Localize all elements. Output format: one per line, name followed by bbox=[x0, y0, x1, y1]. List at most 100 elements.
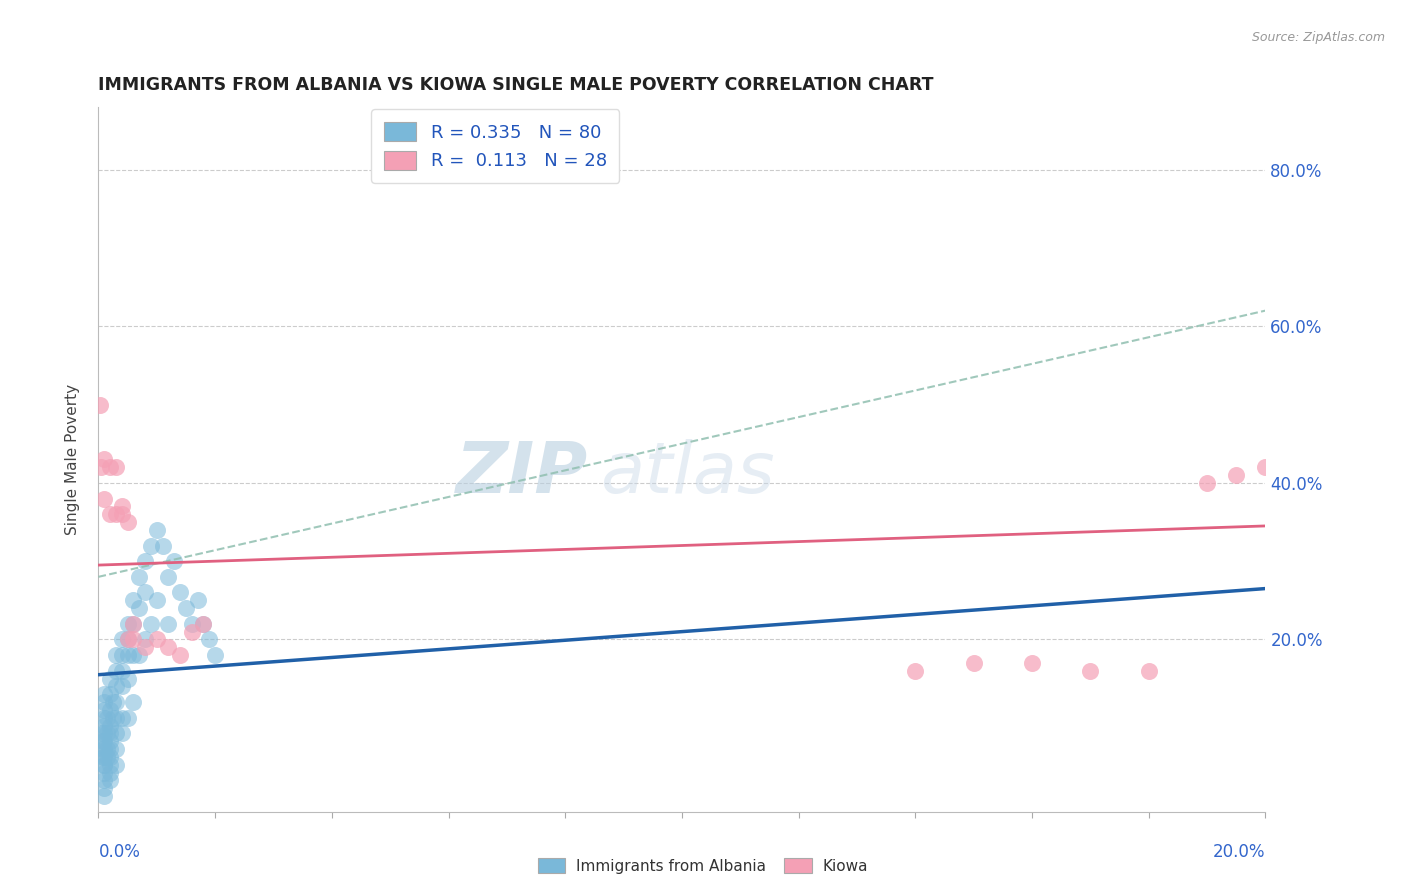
Point bbox=[134, 585, 156, 599]
Point bbox=[139, 539, 162, 553]
Point bbox=[93, 687, 115, 701]
Point bbox=[93, 695, 115, 709]
Point bbox=[98, 750, 121, 764]
Point bbox=[1254, 460, 1277, 475]
Point bbox=[146, 523, 169, 537]
Point bbox=[96, 750, 118, 764]
Text: Source: ZipAtlas.com: Source: ZipAtlas.com bbox=[1251, 31, 1385, 45]
Point bbox=[98, 765, 121, 780]
Point bbox=[91, 734, 114, 748]
Point bbox=[122, 632, 145, 647]
Point bbox=[104, 648, 127, 662]
Point bbox=[198, 632, 221, 647]
Point bbox=[93, 734, 115, 748]
Point bbox=[163, 554, 186, 568]
Point bbox=[104, 757, 127, 772]
Point bbox=[93, 711, 115, 725]
Point bbox=[90, 726, 112, 740]
Point bbox=[117, 711, 139, 725]
Point bbox=[111, 500, 134, 514]
Point bbox=[1225, 468, 1247, 483]
Legend: Immigrants from Albania, Kiowa: Immigrants from Albania, Kiowa bbox=[531, 852, 875, 880]
Point bbox=[157, 616, 180, 631]
Point bbox=[187, 593, 209, 607]
Point bbox=[89, 398, 111, 412]
Point bbox=[193, 616, 215, 631]
Text: atlas: atlas bbox=[600, 439, 775, 508]
Point bbox=[98, 460, 121, 475]
Point bbox=[93, 703, 115, 717]
Text: 0.0%: 0.0% bbox=[98, 843, 141, 861]
Point bbox=[104, 460, 127, 475]
Point bbox=[98, 757, 121, 772]
Point bbox=[93, 452, 115, 467]
Point bbox=[117, 648, 139, 662]
Point bbox=[204, 648, 226, 662]
Point bbox=[93, 789, 115, 803]
Point bbox=[104, 695, 127, 709]
Point bbox=[93, 781, 115, 796]
Point bbox=[117, 616, 139, 631]
Point bbox=[104, 680, 127, 694]
Point bbox=[101, 695, 124, 709]
Point bbox=[111, 632, 134, 647]
Point bbox=[90, 742, 112, 756]
Point bbox=[98, 672, 121, 686]
Point bbox=[169, 585, 191, 599]
Point bbox=[1021, 656, 1043, 670]
Y-axis label: Single Male Poverty: Single Male Poverty bbox=[65, 384, 80, 535]
Point bbox=[146, 632, 169, 647]
Point bbox=[146, 593, 169, 607]
Point bbox=[111, 507, 134, 521]
Point bbox=[128, 570, 150, 584]
Point bbox=[93, 742, 115, 756]
Point bbox=[104, 726, 127, 740]
Point bbox=[93, 773, 115, 788]
Point bbox=[122, 695, 145, 709]
Point bbox=[111, 664, 134, 678]
Point bbox=[111, 648, 134, 662]
Point bbox=[152, 539, 174, 553]
Point bbox=[157, 570, 180, 584]
Point bbox=[128, 601, 150, 615]
Point bbox=[98, 734, 121, 748]
Point bbox=[1137, 664, 1160, 678]
Point bbox=[117, 632, 139, 647]
Point bbox=[98, 718, 121, 732]
Point bbox=[104, 742, 127, 756]
Point bbox=[104, 507, 127, 521]
Text: 20.0%: 20.0% bbox=[1213, 843, 1265, 861]
Point bbox=[93, 718, 115, 732]
Point bbox=[111, 680, 134, 694]
Point bbox=[91, 750, 114, 764]
Point bbox=[134, 554, 156, 568]
Point bbox=[193, 616, 215, 631]
Point bbox=[122, 593, 145, 607]
Text: ZIP: ZIP bbox=[457, 439, 589, 508]
Point bbox=[128, 648, 150, 662]
Point bbox=[104, 711, 127, 725]
Point bbox=[111, 726, 134, 740]
Point bbox=[117, 632, 139, 647]
Point bbox=[962, 656, 984, 670]
Point bbox=[904, 664, 927, 678]
Point bbox=[96, 726, 118, 740]
Text: IMMIGRANTS FROM ALBANIA VS KIOWA SINGLE MALE POVERTY CORRELATION CHART: IMMIGRANTS FROM ALBANIA VS KIOWA SINGLE … bbox=[98, 77, 934, 95]
Point bbox=[90, 460, 112, 475]
Point bbox=[93, 765, 115, 780]
Point bbox=[169, 648, 191, 662]
Point bbox=[98, 726, 121, 740]
Point bbox=[98, 742, 121, 756]
Point bbox=[98, 507, 121, 521]
Point bbox=[180, 624, 202, 639]
Point bbox=[101, 711, 124, 725]
Legend: R = 0.335   N = 80, R =  0.113   N = 28: R = 0.335 N = 80, R = 0.113 N = 28 bbox=[371, 109, 620, 183]
Point bbox=[122, 616, 145, 631]
Point bbox=[117, 515, 139, 529]
Point bbox=[96, 711, 118, 725]
Point bbox=[180, 616, 202, 631]
Point bbox=[134, 640, 156, 655]
Point bbox=[111, 711, 134, 725]
Point bbox=[93, 726, 115, 740]
Point bbox=[1195, 475, 1218, 490]
